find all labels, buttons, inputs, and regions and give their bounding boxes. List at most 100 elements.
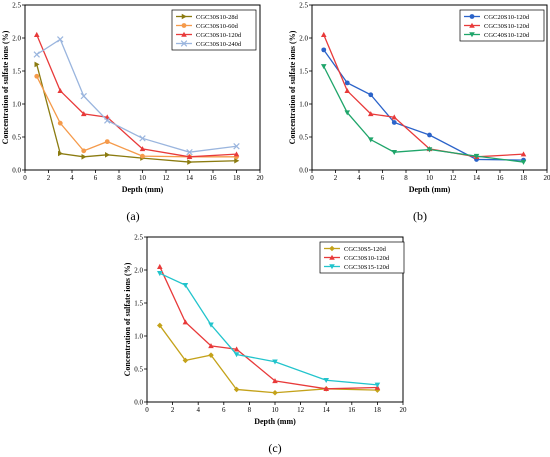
data-point xyxy=(344,88,351,94)
series-line xyxy=(36,38,237,153)
data-point xyxy=(233,346,240,352)
data-point xyxy=(80,92,87,100)
series-CGC30S10-120d xyxy=(157,263,381,392)
y-axis-title: Concentration of sulfate ions (%) xyxy=(123,262,132,376)
data-point xyxy=(323,386,329,392)
data-point xyxy=(80,111,87,117)
y-tick-label: 0.0 xyxy=(12,167,21,175)
marker-stroke xyxy=(33,51,40,58)
series-CGC30S10-240d xyxy=(33,36,240,156)
data-point xyxy=(81,154,87,160)
y-tick-label: 0.0 xyxy=(299,167,308,175)
data-point xyxy=(344,110,351,116)
legend-marker xyxy=(181,23,187,28)
series-line xyxy=(36,34,237,158)
data-point xyxy=(208,322,214,328)
x-tick-label: 20 xyxy=(544,174,550,182)
marker-stroke xyxy=(80,92,87,100)
y-tick-label: 1.5 xyxy=(12,68,21,76)
x-tick-label: 4 xyxy=(357,174,361,182)
y-axis-title: Concentration of sulfate ions (%) xyxy=(288,30,297,144)
panel-label: (c) xyxy=(268,441,281,455)
legend-marker xyxy=(329,254,335,260)
data-point xyxy=(367,137,374,143)
y-tick-label: 1.0 xyxy=(134,333,143,341)
data-point xyxy=(182,319,189,325)
x-tick-label: 12 xyxy=(163,174,171,182)
data-point xyxy=(33,51,40,58)
legend-marker xyxy=(181,13,187,20)
legend-marker xyxy=(329,245,335,252)
x-tick-label: 4 xyxy=(196,406,200,414)
x-tick-label: 18 xyxy=(374,406,382,414)
legend-marker xyxy=(469,22,475,28)
data-point xyxy=(233,386,240,393)
x-tick-label: 16 xyxy=(210,174,218,182)
y-tick-label: 0.5 xyxy=(12,134,21,142)
y-tick-label: 1.5 xyxy=(134,300,143,308)
legend-marker xyxy=(329,264,335,270)
x-tick-label: 20 xyxy=(257,174,265,182)
data-point xyxy=(182,357,189,364)
data-point xyxy=(34,61,40,68)
data-point xyxy=(208,352,214,358)
legend-label: CGC30S10-60d xyxy=(196,23,239,30)
data-point xyxy=(104,117,111,124)
data-point xyxy=(139,146,146,152)
y-tick-label: 0.5 xyxy=(134,366,143,374)
data-point xyxy=(182,282,189,288)
x-tick-label: 10 xyxy=(139,174,147,182)
x-tick-label: 14 xyxy=(323,406,331,414)
data-point xyxy=(321,47,327,53)
legend-marker xyxy=(181,31,187,37)
data-point xyxy=(81,148,87,154)
data-point xyxy=(391,120,397,125)
data-point xyxy=(426,147,433,153)
chart-panel-3: 0 2 4 6 8 10 12 14 16 18 20 0.0 0.5 1.0 1.5 2.0 2.5 Depth… xyxy=(123,234,407,456)
legend-label: CGC30S10-120d xyxy=(484,23,530,30)
legend-marker xyxy=(469,32,475,38)
y-tick-label: 2.0 xyxy=(134,267,143,275)
x-tick-label: 2 xyxy=(334,174,338,182)
x-tick-label: 8 xyxy=(117,174,121,182)
data-point xyxy=(272,359,278,365)
series-line xyxy=(36,64,237,163)
y-tick-label: 1.0 xyxy=(12,101,21,109)
data-point xyxy=(520,151,527,157)
data-point xyxy=(391,114,398,120)
series-CGC40S10-120d xyxy=(320,64,527,165)
legend: CGC30S5-120d CGC30S10-120d CGC30S15-120d xyxy=(319,241,405,274)
y-tick-label: 0.5 xyxy=(299,134,308,142)
data-point xyxy=(234,157,240,164)
data-point xyxy=(34,73,40,79)
x-axis-title: Depth (mm) xyxy=(409,185,451,194)
legend-label: CGC30S10-120d xyxy=(196,32,242,39)
data-point xyxy=(187,159,193,165)
x-tick-label: 6 xyxy=(381,174,385,182)
x-tick-label: 14 xyxy=(186,174,194,182)
data-point xyxy=(33,31,40,37)
x-tick-label: 0 xyxy=(23,174,27,182)
marker-stroke xyxy=(57,36,64,43)
legend-frame xyxy=(319,241,405,274)
x-axis-title: Depth (mm) xyxy=(122,185,164,194)
series-line xyxy=(159,266,378,390)
data-point xyxy=(473,153,480,159)
legend-label: CGC30S10-120d xyxy=(344,255,390,262)
data-point xyxy=(208,343,214,349)
legend-label: CGC30S5-120d xyxy=(344,246,387,253)
data-point xyxy=(374,382,381,388)
marker-stroke xyxy=(233,143,240,150)
data-point xyxy=(344,80,350,86)
x-tick-label: 8 xyxy=(404,174,408,182)
y-tick-label: 2.5 xyxy=(12,2,21,10)
marker-stroke xyxy=(104,117,111,124)
x-tick-label: 10 xyxy=(272,406,280,414)
data-point xyxy=(186,148,193,156)
legend-label: CGC30S10-240d xyxy=(196,41,242,48)
x-tick-label: 2 xyxy=(47,174,51,182)
series-CGC30S10-28d xyxy=(34,61,240,165)
x-tick-label: 6 xyxy=(94,174,98,182)
y-tick-label: 1.0 xyxy=(299,101,308,109)
marker-stroke xyxy=(180,40,188,47)
